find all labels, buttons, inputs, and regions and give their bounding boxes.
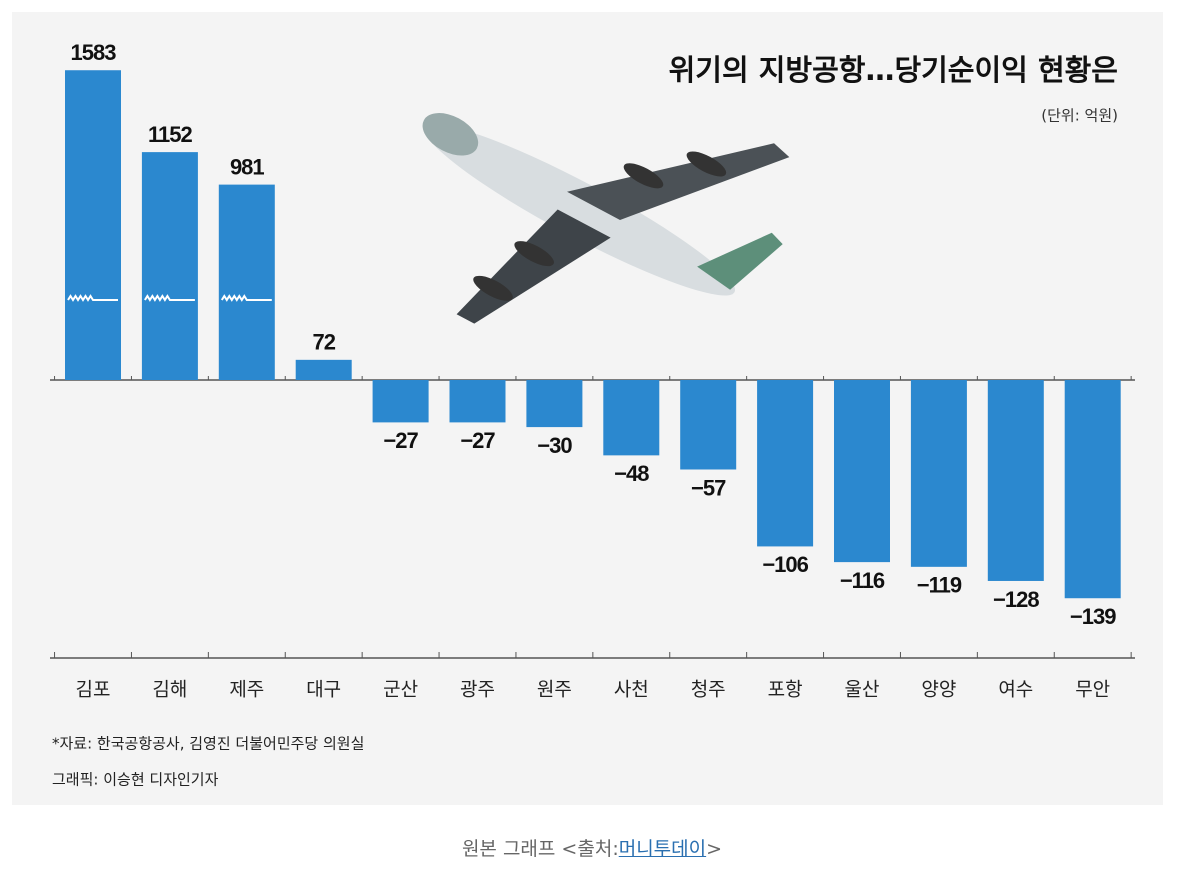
bar bbox=[295, 359, 352, 380]
x-tick-label: 청주 bbox=[691, 679, 726, 701]
x-tick-label: 원주 bbox=[537, 679, 572, 701]
x-tick-label: 포항 bbox=[768, 679, 803, 701]
value-label: −139 bbox=[1070, 604, 1116, 629]
value-label: −27 bbox=[460, 428, 495, 453]
bar bbox=[65, 70, 121, 380]
x-tick-label: 무안 bbox=[1075, 679, 1110, 701]
chart: 위기의 지방공항…당기순이익 현황은 (단위: 억원) *자료: 한국공항공사,… bbox=[12, 12, 1163, 805]
x-tick-label: 울산 bbox=[845, 679, 880, 701]
bar bbox=[910, 380, 967, 567]
x-tick-label: 제주 bbox=[229, 679, 264, 701]
bar bbox=[834, 380, 890, 563]
value-label: 72 bbox=[312, 330, 335, 355]
caption-link[interactable]: 머니투데이 bbox=[618, 838, 707, 860]
chart-background bbox=[12, 12, 1163, 805]
value-label: 981 bbox=[230, 154, 264, 179]
source-note: *자료: 한국공항공사, 김영진 더불어민주당 의원실 bbox=[52, 735, 364, 753]
unit-label: (단위: 억원) bbox=[1041, 107, 1118, 125]
value-label: −57 bbox=[691, 475, 726, 500]
credit-note: 그래픽: 이승현 디자인기자 bbox=[52, 771, 219, 789]
x-tick-label: 양양 bbox=[921, 679, 956, 701]
axis-break bbox=[144, 294, 195, 302]
caption: 원본 그래프 <출처:머니투데이> bbox=[0, 834, 1184, 861]
chart-title: 위기의 지방공항…당기순이익 현황은 bbox=[669, 53, 1118, 87]
axis-break bbox=[67, 294, 118, 302]
x-tick-label: 김해 bbox=[152, 679, 187, 701]
axis-break bbox=[220, 294, 272, 302]
bar bbox=[987, 380, 1044, 581]
airplane bbox=[422, 113, 790, 324]
bar bbox=[757, 380, 814, 547]
x-tick-label: 여수 bbox=[998, 679, 1033, 701]
bar bbox=[449, 380, 506, 423]
x-tick-label: 사천 bbox=[614, 679, 649, 701]
value-label: −27 bbox=[383, 428, 418, 453]
value-label: −30 bbox=[537, 433, 572, 458]
bar bbox=[680, 380, 737, 470]
bar bbox=[603, 380, 660, 456]
value-label: 1152 bbox=[148, 122, 192, 147]
bar bbox=[372, 380, 429, 423]
caption-text: 원본 그래프 <출처: bbox=[461, 838, 619, 860]
bar bbox=[218, 184, 275, 380]
value-label: −128 bbox=[993, 587, 1039, 612]
value-label: 1583 bbox=[71, 40, 117, 65]
x-tick-label: 대구 bbox=[306, 679, 341, 701]
bar bbox=[1064, 380, 1121, 599]
x-tick-label: 김포 bbox=[76, 679, 111, 701]
x-tick-label: 광주 bbox=[460, 679, 495, 701]
value-label: −116 bbox=[840, 568, 885, 593]
value-label: −48 bbox=[614, 461, 649, 486]
x-tick-label: 군산 bbox=[383, 679, 418, 701]
bar bbox=[141, 152, 198, 380]
value-label: −106 bbox=[762, 552, 808, 577]
caption-text: > bbox=[706, 838, 723, 860]
bar bbox=[526, 380, 583, 428]
value-label: −119 bbox=[917, 573, 962, 598]
